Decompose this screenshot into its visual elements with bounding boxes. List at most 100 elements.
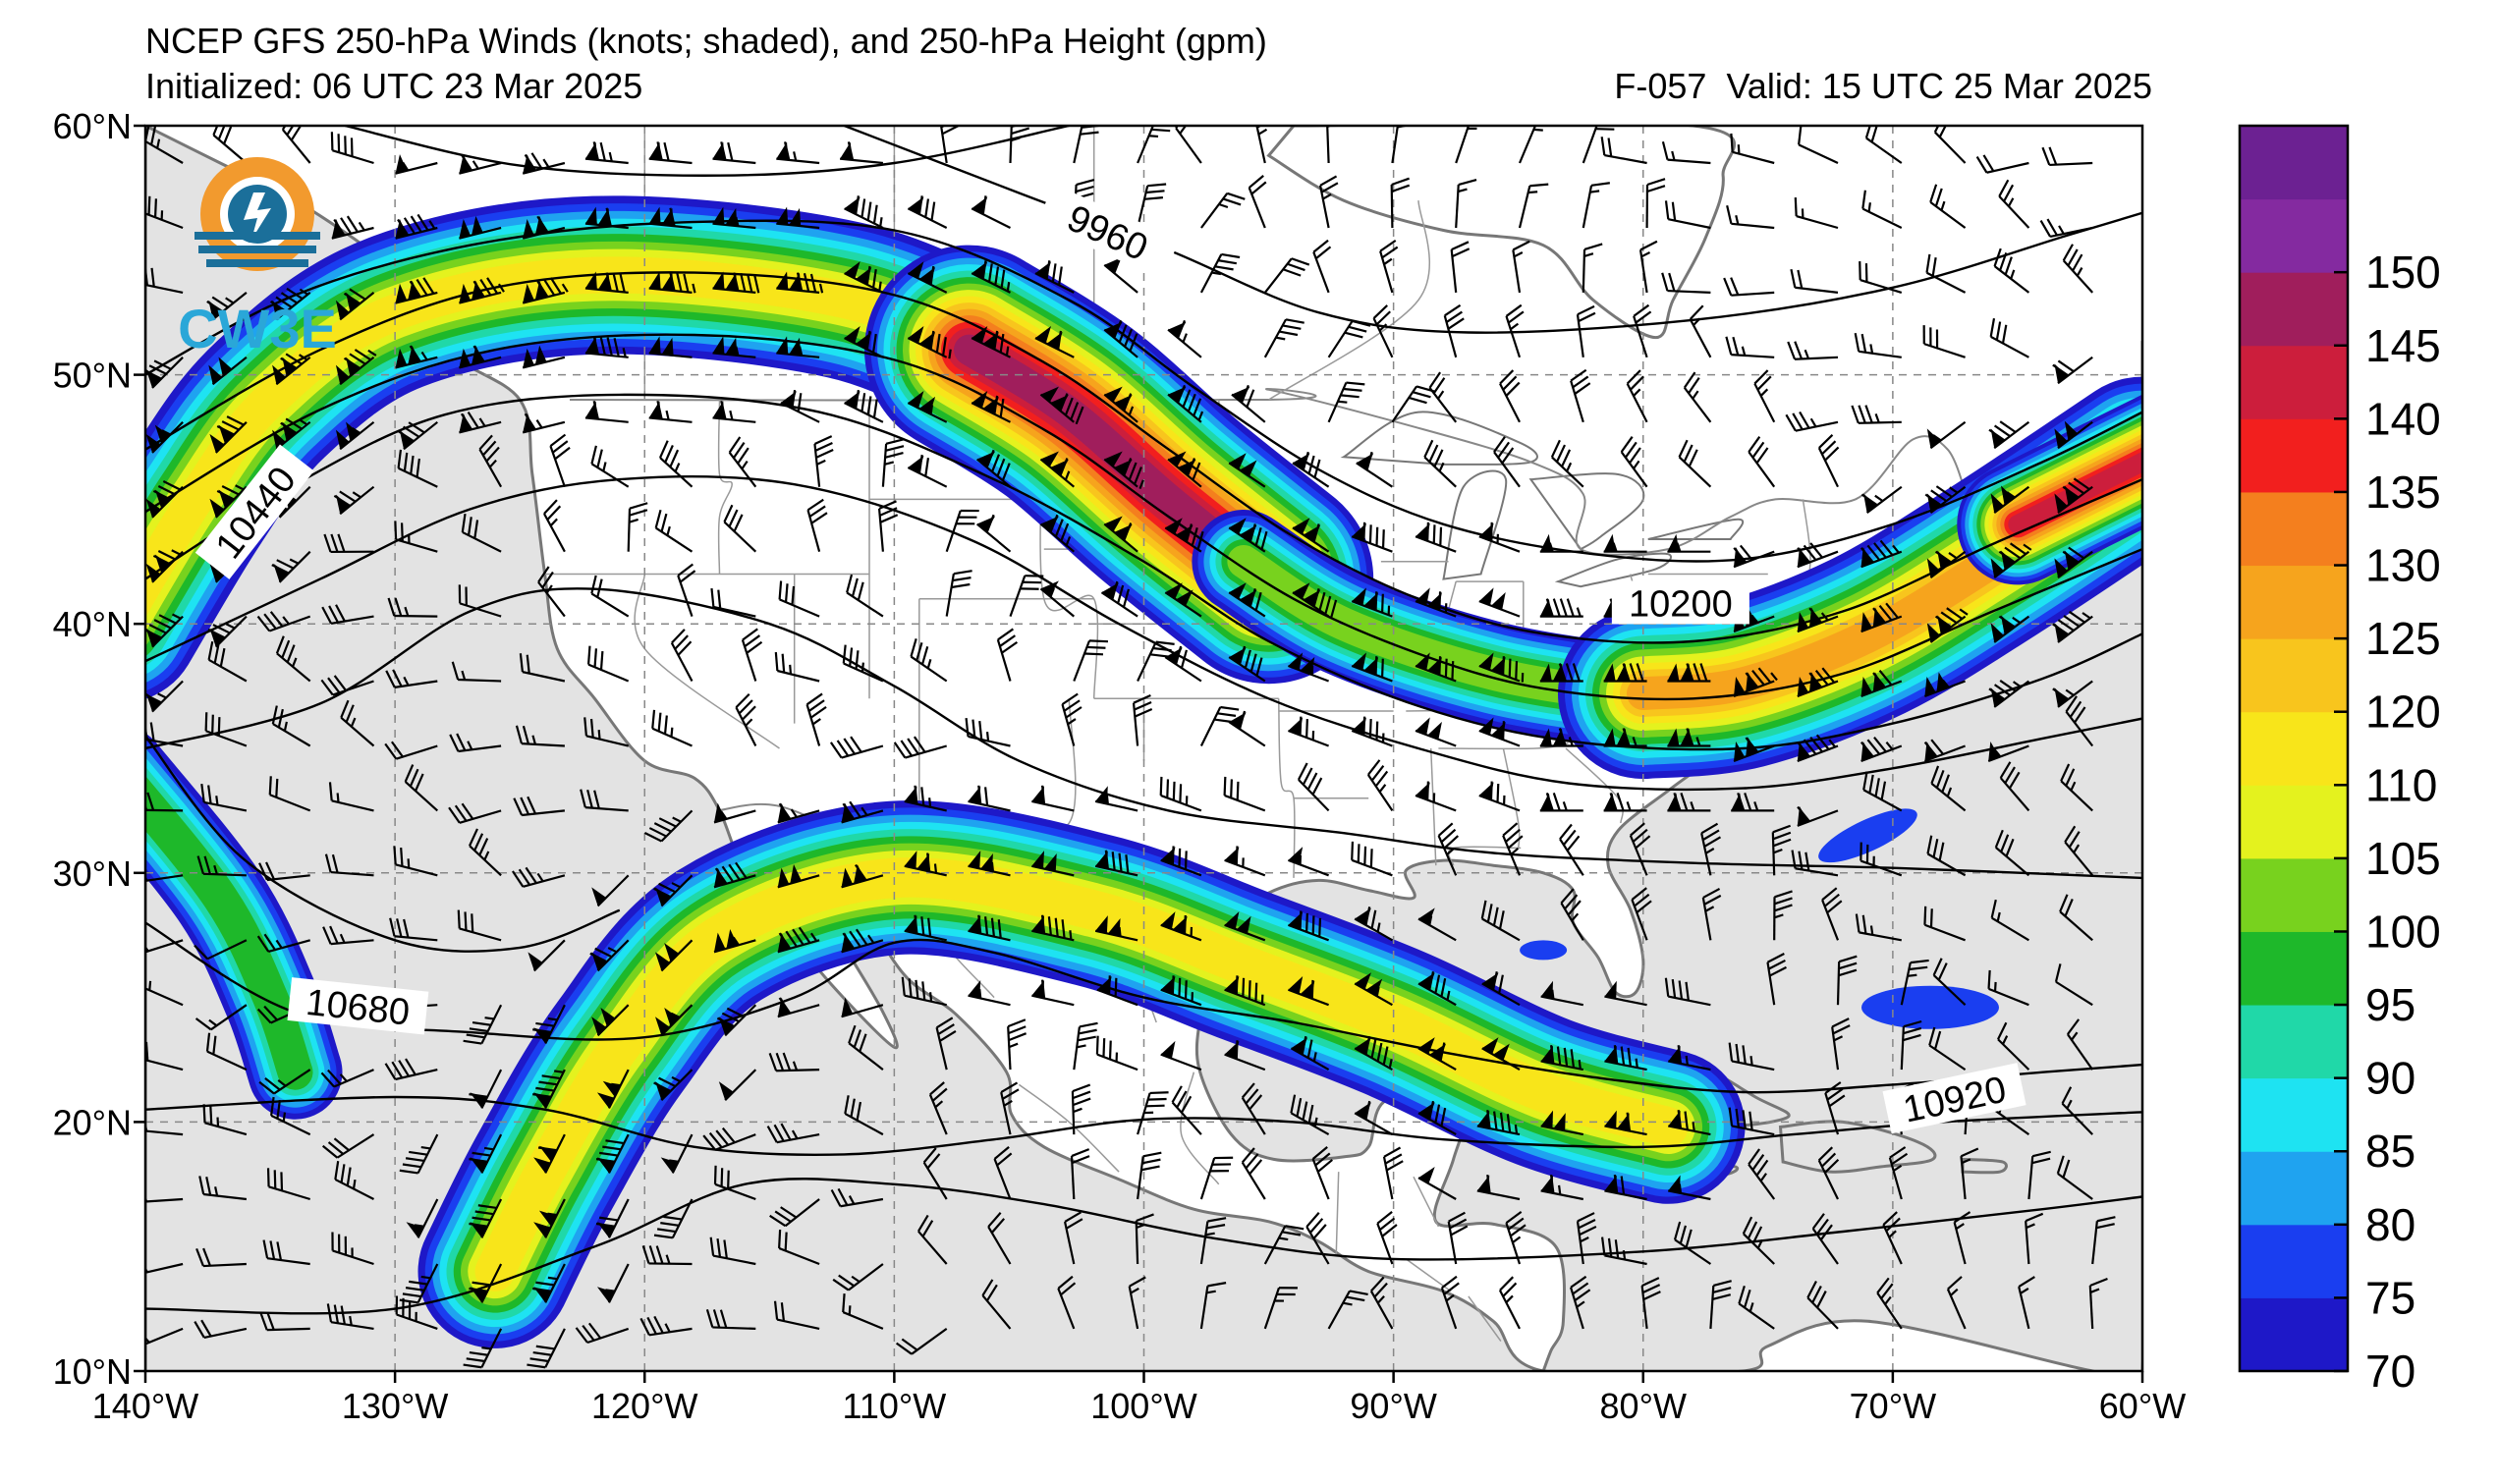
wind-barb xyxy=(769,1198,820,1228)
wind-barb xyxy=(584,335,629,358)
colorbar-tick-label: 125 xyxy=(2365,613,2441,664)
wind-barb xyxy=(971,391,1011,423)
wind-barb xyxy=(1633,303,1652,358)
wind-barb xyxy=(196,855,247,877)
wind-barb xyxy=(1223,776,1266,812)
wind-barb xyxy=(766,1123,820,1144)
wind-barb xyxy=(877,500,899,552)
wind-barb xyxy=(1817,434,1840,488)
wind-barb xyxy=(469,1133,503,1174)
wind-barb xyxy=(1990,899,2029,942)
wind-barb xyxy=(1600,137,1647,165)
wind-barb xyxy=(922,1147,948,1200)
wind-barb xyxy=(776,141,820,165)
wind-barb xyxy=(778,1229,820,1266)
colorbar-segment xyxy=(2240,1151,2348,1226)
wind-barb xyxy=(1539,598,1583,618)
wind-barb xyxy=(1733,667,1778,698)
wind-barb xyxy=(1933,126,1967,164)
wind-barb xyxy=(522,345,566,369)
wind-barb xyxy=(1159,776,1202,812)
western-jet-fragment-band-95 xyxy=(145,775,313,1090)
wind-barb xyxy=(1709,1280,1732,1329)
wind-barb xyxy=(1667,728,1711,747)
wind-barb xyxy=(1790,268,1839,294)
wind-barb xyxy=(331,215,374,240)
wind-barb xyxy=(1137,1151,1162,1200)
wind-barb xyxy=(1351,716,1393,747)
wind-barb xyxy=(1034,326,1075,358)
wind-barb xyxy=(1797,805,1839,827)
wind-barb xyxy=(1351,841,1393,877)
wind-barb xyxy=(907,195,948,229)
lon-tick-label: 90°W xyxy=(1350,1386,1436,1426)
wind-barb xyxy=(549,433,571,488)
wind-barb xyxy=(522,277,569,304)
wind-barb xyxy=(1604,1110,1647,1136)
wind-barb xyxy=(907,326,952,359)
wind-barb xyxy=(1478,781,1521,812)
wind-barb xyxy=(1039,451,1076,488)
wind-barb xyxy=(590,575,630,618)
wind-barb xyxy=(194,939,248,961)
wind-barb xyxy=(844,389,884,423)
colorbar-segment xyxy=(2240,1224,2348,1298)
wind-barb xyxy=(1009,575,1044,617)
wind-barb xyxy=(1539,663,1583,683)
wind-barb xyxy=(335,349,377,386)
wind-barb xyxy=(846,574,884,618)
wind-barb xyxy=(1990,542,2032,578)
wind-barb xyxy=(655,939,694,972)
wind-barb xyxy=(459,153,502,175)
wind-barb xyxy=(1701,887,1722,941)
colorbar-segment xyxy=(2240,565,2348,639)
wind-barb xyxy=(1560,888,1584,941)
wind-barb xyxy=(1987,969,2029,1007)
wind-barb xyxy=(1667,663,1711,683)
wind-barb xyxy=(1007,1018,1027,1071)
wind-barb xyxy=(648,336,693,358)
wind-barb xyxy=(1437,822,1460,876)
wind-barb xyxy=(395,277,438,304)
wind-barb xyxy=(1994,829,2030,877)
colorbar-tick-label: 145 xyxy=(2365,320,2441,371)
wind-barb xyxy=(328,782,374,812)
wind-barb xyxy=(1167,319,1202,358)
wind-barb xyxy=(1570,368,1591,423)
wind-barb xyxy=(591,1004,630,1037)
wind-barb xyxy=(806,498,828,552)
wind-barb xyxy=(449,733,502,753)
wind-barb xyxy=(1428,371,1458,423)
wind-barb xyxy=(1311,1146,1333,1200)
wind-barb xyxy=(1132,694,1153,746)
mexico-border-3 xyxy=(1018,1083,1120,1173)
wind-barb xyxy=(532,1004,566,1045)
colorbar-segment xyxy=(2240,931,2348,1006)
wind-barb xyxy=(275,635,311,683)
wind-barb xyxy=(896,1328,948,1355)
northern-jet-east-core-band-135 xyxy=(2008,451,2142,534)
wind-barb xyxy=(512,866,566,888)
wind-barb xyxy=(194,1004,248,1031)
great-lake-3 xyxy=(1554,552,1672,588)
state-border-0 xyxy=(717,399,733,575)
lat-tick-label: 30°N xyxy=(53,853,132,894)
wind-barb xyxy=(1224,975,1266,1007)
wind-barb xyxy=(533,1198,566,1238)
wind-barb xyxy=(1640,1277,1661,1330)
wind-barb xyxy=(776,206,820,230)
wind-barb xyxy=(1417,1037,1457,1072)
wind-barb xyxy=(1455,126,1477,164)
wind-barb xyxy=(1476,1110,1521,1136)
wind-barb xyxy=(907,261,948,294)
wind-barb xyxy=(1738,1285,1775,1330)
wind-barb xyxy=(1725,336,1775,358)
wind-barb xyxy=(1476,1174,1521,1201)
wind-barb xyxy=(1860,485,1903,514)
wind-barb xyxy=(1923,906,1966,942)
wind-barb xyxy=(1882,1211,1903,1265)
wind-barb xyxy=(1626,369,1648,423)
wind-barb xyxy=(145,613,184,648)
wind-barb xyxy=(654,509,694,553)
contour-label-bg xyxy=(194,444,314,579)
